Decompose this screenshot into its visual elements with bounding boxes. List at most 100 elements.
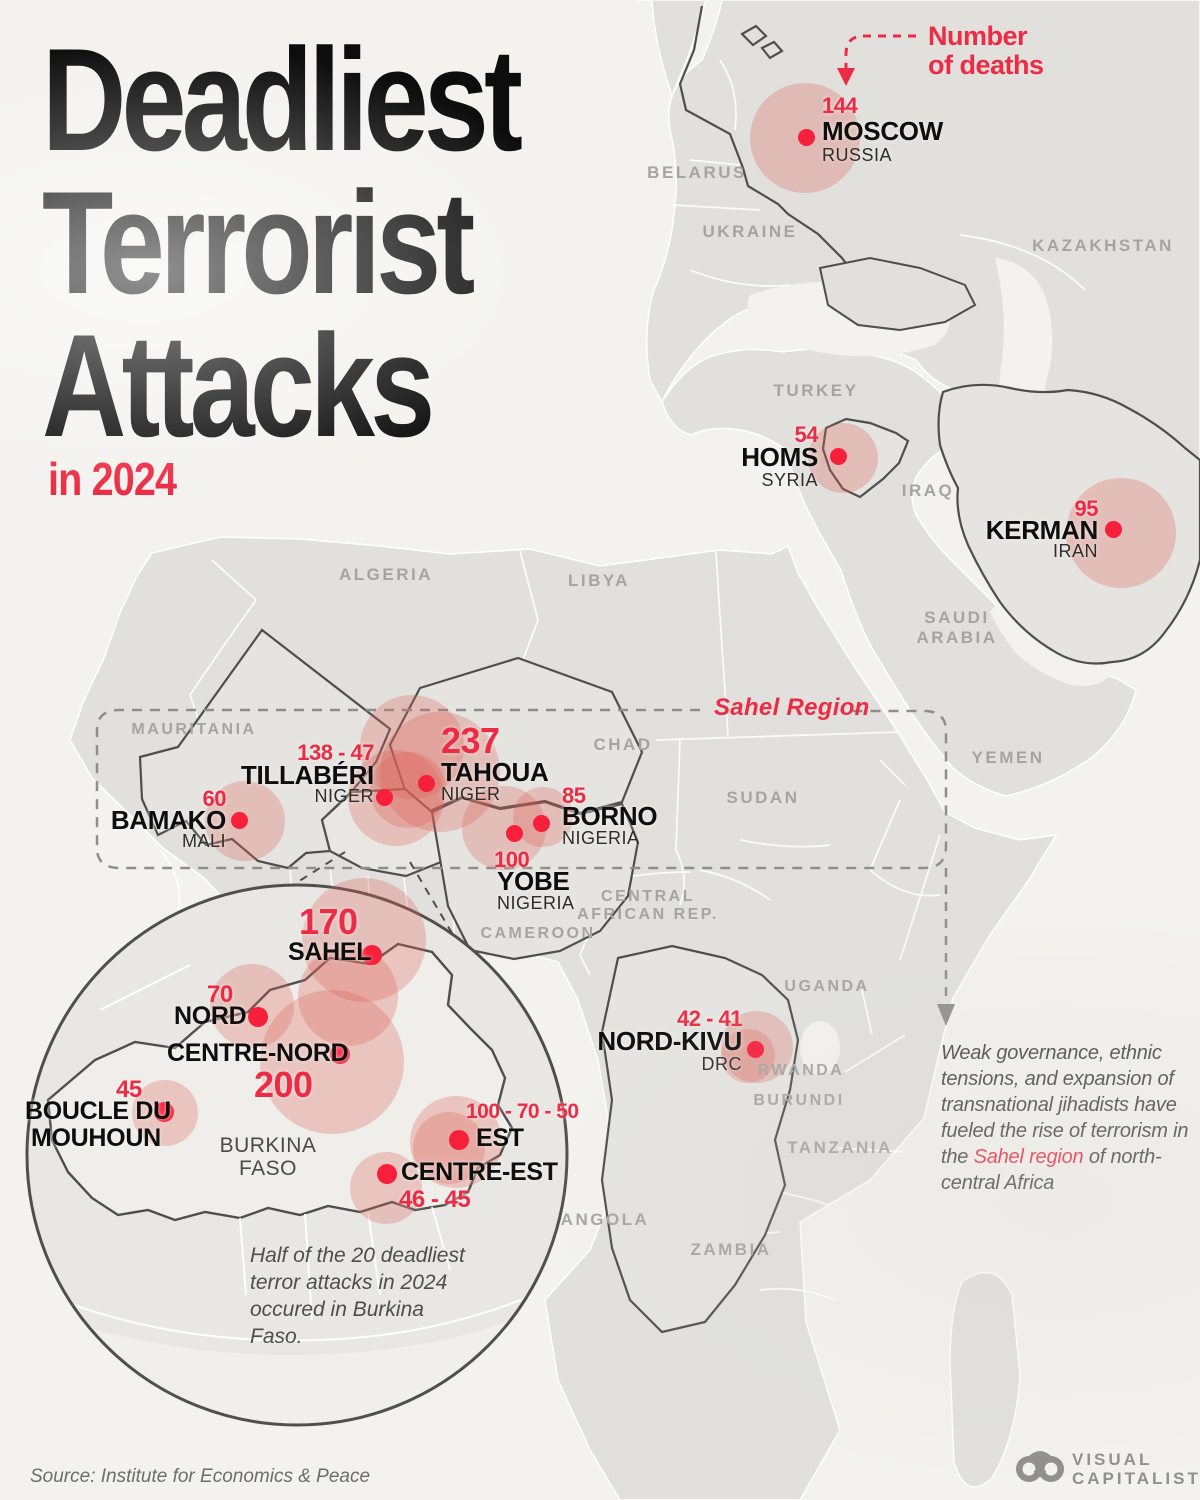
- inset-country-label: BURKINA FASO: [219, 1134, 317, 1180]
- marker-name-kerman: KERMAN: [985, 515, 1099, 545]
- logo-line-1: VISUAL: [1072, 1450, 1153, 1469]
- annotation-after: of north-central Africa: [941, 1146, 1162, 1194]
- annotation-text: Weak governance, ethnic tensions, and ex…: [941, 1040, 1193, 1196]
- map-label-libya: LIBYA: [568, 571, 630, 590]
- title-subtitle: in 2024: [48, 453, 177, 505]
- map-label-yemen: YEMEN: [971, 748, 1045, 767]
- russia-border: [678, 5, 863, 286]
- location-dot-borno: [533, 815, 550, 832]
- marker-country-yobe: NIGERIA: [497, 893, 575, 913]
- inset-value-centre-est: 46 - 45: [399, 1186, 471, 1213]
- inset-name-sahel: SAHEL: [288, 938, 372, 966]
- title-line-3: Attacks: [42, 304, 435, 467]
- sahel-region-outline: [95, 708, 948, 870]
- map-label-belarus: BELARUS: [647, 163, 747, 182]
- death-bubble-inset-sahel-1: [302, 878, 426, 1002]
- death-bubble-inset-nord: [210, 964, 294, 1048]
- death-bubble-nord-kivu-2: [721, 1029, 775, 1083]
- map-label-chad: CHAD: [593, 735, 653, 754]
- inset-connectors: [229, 851, 463, 951]
- marker-name-bamako: BAMAKO: [110, 805, 226, 835]
- location-dot-inset-nord: [248, 1007, 268, 1027]
- location-dot-bamako: [231, 812, 248, 829]
- marker-name-nord-kivu: NORD-KIVU: [597, 1026, 742, 1056]
- inset-name-nord: NORD: [174, 1002, 247, 1030]
- map-label-central-african-rep: CENTRAL AFRICAN REP.: [577, 888, 719, 923]
- legend-label: Number of deaths: [928, 21, 1044, 80]
- marker-country-tahoua: NIGER: [441, 784, 501, 804]
- inset-name-centre-nord: CENTRE-NORD: [167, 1039, 349, 1067]
- map-label-iraq: IRAQ: [901, 481, 955, 500]
- title-block: Deadliest Terrorist Attacks: [42, 18, 802, 467]
- marker-name-yobe: YOBE: [497, 866, 570, 896]
- map-label-algeria: ALGERIA: [339, 565, 433, 584]
- title-line-2: Terrorist: [42, 161, 475, 324]
- inset-name-centre-est: CENTRE-EST: [401, 1158, 558, 1186]
- logo-line-2: CAPITALIST: [1072, 1469, 1200, 1488]
- location-dot-inset-boucle: [154, 1102, 174, 1122]
- inset-name-boucle-1: BOUCLE DU: [25, 1097, 171, 1125]
- location-dot-kerman: [1105, 521, 1122, 538]
- annotation-before: Weak governance, ethnic tensions, and ex…: [941, 1042, 1189, 1168]
- location-dot-inset-sahel: [362, 945, 382, 965]
- country-caucasus: [818, 256, 977, 332]
- map-label-rwanda: RWANDA: [757, 1062, 845, 1079]
- death-bubble-yobe: [462, 786, 546, 870]
- map-label-cameroon: CAMEROON: [480, 925, 596, 942]
- map-label-tanzania: TANZANIA: [787, 1138, 893, 1157]
- marker-country-nord-kivu: DRC: [701, 1054, 742, 1074]
- inset-name-boucle-2: MOUHOUN: [31, 1124, 161, 1152]
- binoculars-icon: [1016, 1451, 1064, 1482]
- land-madagascar: [949, 1271, 1021, 1488]
- marker-value-bamako: 60: [202, 786, 227, 811]
- marker-name-borno: BORNO: [562, 801, 658, 831]
- map-label-burundi: BURUNDI: [753, 1092, 845, 1109]
- inset-value-boucle: 45: [116, 1076, 142, 1103]
- land-middle-east: [661, 348, 1137, 797]
- inset-note: Half of the 20 deadliest terror attacks …: [250, 1244, 465, 1348]
- marker-name-tahoua: TAHOUA: [441, 757, 549, 787]
- inset-value-sahel: 170: [299, 901, 358, 942]
- marker-value-moscow: 144: [822, 93, 858, 118]
- map-label-turkey: TURKEY: [773, 381, 859, 400]
- marker-country-tillaberi: NIGER: [314, 786, 374, 806]
- death-bubble-tillaberi-1: [360, 695, 464, 799]
- map-label-mauritania: MAURITANIA: [131, 721, 257, 738]
- location-dot-yobe: [506, 825, 523, 842]
- sahel-region-label: Sahel Region: [714, 694, 870, 721]
- location-dot-inset-centre-nord: [330, 1044, 350, 1064]
- location-dot-tillaberi: [376, 789, 393, 806]
- death-bubble-inset-centre-nord: [260, 990, 404, 1134]
- inset-burkina-faso: [46, 942, 514, 1222]
- country-mali: [138, 628, 392, 870]
- map-label-angola: ANGOLA: [560, 1210, 650, 1229]
- location-dot-tahoua: [418, 775, 435, 792]
- location-dot-inset-est: [449, 1130, 469, 1150]
- marker-name-tillaberi: TILLABÉRI: [240, 760, 374, 790]
- marker-country-bamako: MALI: [181, 831, 226, 851]
- legend-arrowhead: [837, 68, 855, 86]
- marker-country-homs: SYRIA: [761, 470, 818, 490]
- marker-name-moscow: MOSCOW: [822, 116, 943, 146]
- map-label-zambia: ZAMBIA: [690, 1240, 772, 1259]
- map-label-saudi-arabia: SAUDI ARABIA: [916, 608, 998, 647]
- marker-value-tillaberi: 138 - 47: [297, 740, 374, 765]
- inset-value-centre-nord: 200: [254, 1064, 313, 1105]
- marker-value-borno: 85: [562, 783, 586, 808]
- marker-value-kerman: 95: [1074, 496, 1099, 521]
- lake-victoria: [800, 1021, 840, 1075]
- marker-country-moscow: RUSSIA: [822, 145, 893, 165]
- inset-value-nord: 70: [207, 981, 233, 1008]
- title-line-1: Deadliest: [42, 18, 523, 181]
- visual-capitalist-logo: [1014, 1444, 1066, 1491]
- legend-arrow: [844, 34, 916, 70]
- country-syria: [821, 417, 910, 499]
- marker-value-nord-kivu: 42 - 41: [677, 1006, 743, 1031]
- marker-value-yobe: 100: [494, 847, 530, 872]
- location-dot-nord-kivu: [747, 1041, 764, 1058]
- marker-value-homs: 54: [794, 422, 819, 447]
- location-dot-moscow: [798, 129, 815, 146]
- marker-country-borno: NIGERIA: [562, 828, 640, 848]
- marker-value-tahoua: 237: [441, 720, 500, 761]
